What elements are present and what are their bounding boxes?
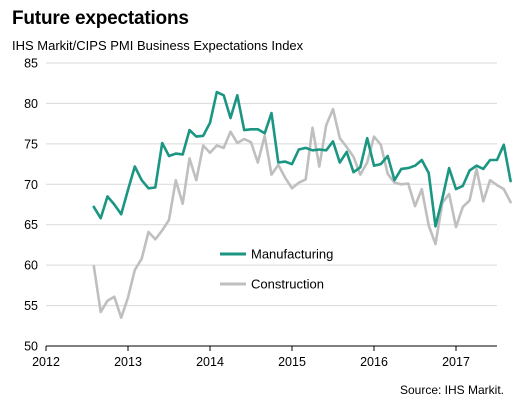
legend: Manufacturing Construction — [220, 247, 333, 292]
legend-label-manufacturing: Manufacturing — [251, 247, 333, 262]
x-tick-label: 2013 — [114, 355, 142, 369]
x-tick-label: 2017 — [442, 355, 470, 369]
legend-label-construction: Construction — [251, 277, 324, 292]
chart-subtitle: IHS Markit/CIPS PMI Business Expectation… — [12, 38, 304, 53]
series-line-manufacturing — [92, 90, 512, 228]
x-tick-label: 2014 — [196, 355, 224, 369]
y-tick-label: 55 — [24, 299, 38, 313]
x-tick-label: 2016 — [360, 355, 388, 369]
y-tick-label: 65 — [24, 218, 38, 232]
y-tick-label: 50 — [24, 340, 38, 354]
source-note: Source: IHS Markit. — [399, 383, 504, 397]
x-tick-label: 2015 — [278, 355, 306, 369]
y-tick-label: 75 — [24, 137, 38, 151]
gridlines — [46, 62, 497, 307]
x-tick-labels: 2012 2013 2014 2015 2016 2017 — [32, 355, 470, 369]
x-tick-label: 2012 — [32, 355, 60, 369]
chart-title: Future expectations — [12, 8, 189, 29]
axes — [45, 345, 497, 351]
y-tick-label: 85 — [24, 57, 38, 71]
y-tick-labels: 50 55 60 65 70 75 80 85 — [24, 57, 38, 354]
series-line-construction — [92, 107, 512, 320]
y-tick-label: 70 — [24, 178, 38, 192]
series-lines — [92, 90, 512, 320]
y-tick-label: 80 — [24, 97, 38, 111]
y-tick-label: 60 — [24, 259, 38, 273]
